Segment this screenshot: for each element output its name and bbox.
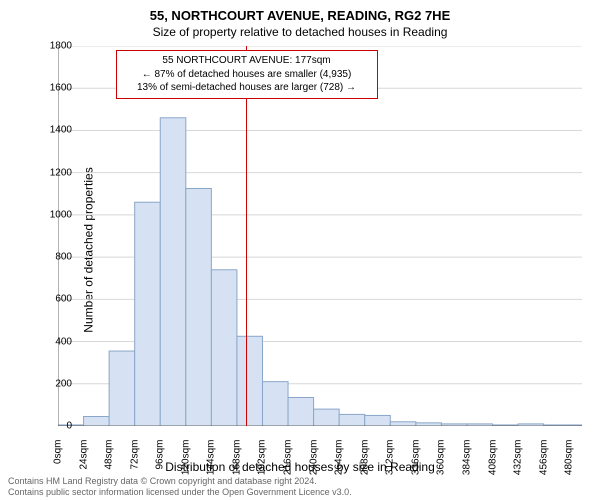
chart-title-main: 55, NORTHCOURT AVENUE, READING, RG2 7HE	[0, 0, 600, 23]
footer-attribution: Contains HM Land Registry data © Crown c…	[8, 476, 352, 499]
x-axis-label: Distribution of detached houses by size …	[165, 460, 435, 474]
x-tick-label: 432sqm	[513, 440, 524, 480]
histogram-svg	[58, 46, 582, 426]
callout-line3: 13% of semi-detached houses are larger (…	[123, 81, 371, 95]
x-tick-label: 48sqm	[104, 440, 115, 480]
x-tick-label: 456sqm	[538, 440, 549, 480]
callout-line2: ← 87% of detached houses are smaller (4,…	[123, 68, 371, 82]
chart-title-sub: Size of property relative to detached ho…	[0, 23, 600, 43]
x-tick-label: 360sqm	[436, 440, 447, 480]
x-tick-label: 0sqm	[53, 440, 64, 480]
y-tick-label: 1000	[32, 209, 72, 220]
x-tick-label: 72sqm	[129, 440, 140, 480]
y-tick-label: 1800	[32, 41, 72, 52]
footer-line2: Contains public sector information licen…	[8, 487, 352, 498]
y-tick-label: 600	[32, 294, 72, 305]
x-tick-label: 96sqm	[155, 440, 166, 480]
x-tick-label: 24sqm	[78, 440, 89, 480]
chart-plot-area: 55 NORTHCOURT AVENUE: 177sqm ← 87% of de…	[58, 46, 582, 426]
y-tick-label: 1400	[32, 125, 72, 136]
y-tick-label: 200	[32, 378, 72, 389]
y-tick-label: 400	[32, 336, 72, 347]
y-tick-label: 800	[32, 252, 72, 263]
x-tick-label: 384sqm	[461, 440, 472, 480]
y-tick-label: 1200	[32, 167, 72, 178]
y-tick-label: 1600	[32, 83, 72, 94]
x-tick-label: 408sqm	[487, 440, 498, 480]
x-tick-label: 480sqm	[564, 440, 575, 480]
footer-line1: Contains HM Land Registry data © Crown c…	[8, 476, 352, 487]
marker-callout: 55 NORTHCOURT AVENUE: 177sqm ← 87% of de…	[116, 50, 378, 99]
callout-line1: 55 NORTHCOURT AVENUE: 177sqm	[123, 54, 371, 68]
y-tick-label: 0	[32, 421, 72, 432]
